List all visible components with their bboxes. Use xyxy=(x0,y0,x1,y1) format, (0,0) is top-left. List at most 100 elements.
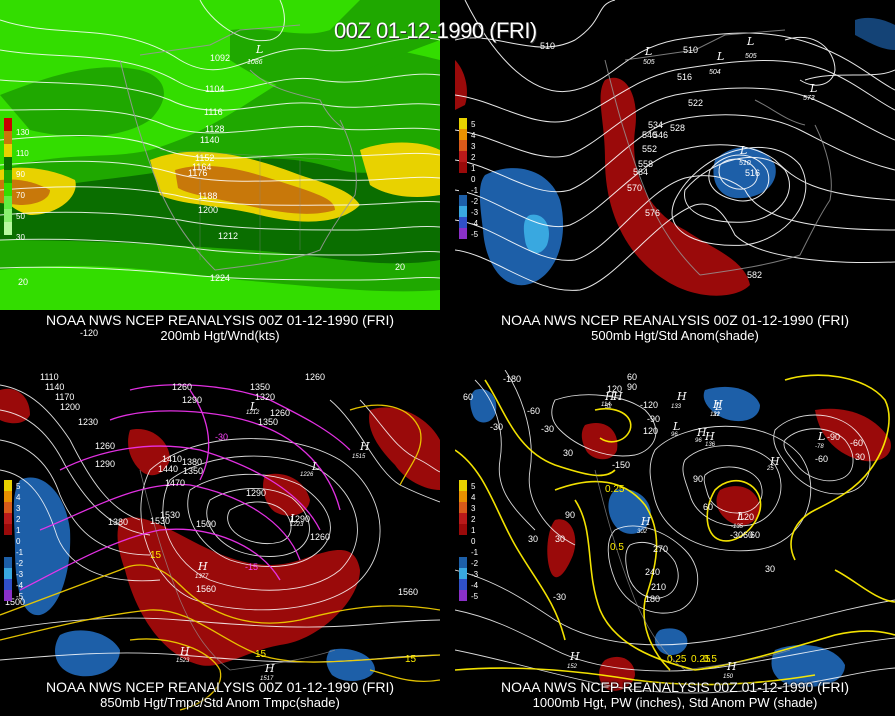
svg-text:120: 120 xyxy=(607,384,622,394)
svg-text:H: H xyxy=(726,660,737,673)
contour-label: 1092 xyxy=(210,53,230,63)
svg-text:L: L xyxy=(311,460,319,473)
panel-caption: NOAA NWS NCEP REANALYSIS 00Z 01-12-1990 … xyxy=(500,679,850,711)
svg-text:60: 60 xyxy=(463,392,473,402)
svg-text:1260: 1260 xyxy=(95,441,115,451)
svg-text:1560: 1560 xyxy=(398,587,418,597)
svg-text:1410: 1410 xyxy=(162,454,182,464)
svg-text:H: H xyxy=(769,455,780,468)
svg-text:270: 270 xyxy=(653,544,668,554)
svg-text:-60: -60 xyxy=(815,454,828,464)
contour-label: 510 xyxy=(683,45,698,55)
svg-text:1560: 1560 xyxy=(196,584,216,594)
lon-label: -120 xyxy=(80,328,98,338)
svg-text:1260: 1260 xyxy=(310,532,330,542)
svg-text:-120: -120 xyxy=(640,400,658,410)
panel-500mb: 510 510 516 522 528 534 540 546 552 558 … xyxy=(455,0,895,345)
svg-text:90: 90 xyxy=(565,510,575,520)
contour-label: 1104 xyxy=(205,84,224,94)
svg-text:1470: 1470 xyxy=(165,478,185,488)
svg-text:1440: 1440 xyxy=(158,464,178,474)
svg-text:H: H xyxy=(179,645,190,658)
page-title: 00Z 01-12-1990 (FRI) xyxy=(334,18,537,43)
svg-text:60: 60 xyxy=(703,502,713,512)
svg-text:H: H xyxy=(569,650,580,663)
svg-text:1320: 1320 xyxy=(255,392,275,402)
svg-text:0.25: 0.25 xyxy=(691,654,711,665)
svg-text:505: 505 xyxy=(643,59,655,66)
svg-text:90: 90 xyxy=(627,382,637,392)
svg-text:L: L xyxy=(289,512,297,525)
svg-text:573: 573 xyxy=(803,95,815,102)
low-marker: L xyxy=(739,144,747,157)
svg-text:H: H xyxy=(197,560,208,573)
svg-text:H: H xyxy=(359,440,370,453)
contour-label: 1140 xyxy=(200,135,219,145)
lat-label: 20 xyxy=(395,262,405,272)
svg-text:-60: -60 xyxy=(527,406,540,416)
svg-text:1110: 1110 xyxy=(40,372,59,382)
svg-text:L: L xyxy=(249,400,257,413)
map-200mb: 1092 1104 1116 1128 1140 1152 1164 1176 … xyxy=(0,0,440,345)
svg-text:-15: -15 xyxy=(245,562,258,572)
svg-text:1260: 1260 xyxy=(172,382,192,392)
svg-text:60: 60 xyxy=(627,372,637,382)
svg-text:210: 210 xyxy=(651,582,666,592)
svg-text:1223: 1223 xyxy=(290,522,304,528)
svg-text:H: H xyxy=(640,515,651,528)
contour-label: 1152 xyxy=(195,153,214,163)
svg-text:1380: 1380 xyxy=(182,457,202,467)
svg-text:1523: 1523 xyxy=(176,658,190,664)
contour-label: 516 xyxy=(745,168,760,178)
svg-text:-150: -150 xyxy=(612,460,630,470)
contour-label: 1200 xyxy=(198,205,218,215)
svg-text:150: 150 xyxy=(723,674,734,680)
map-850mb: 1110 1140 1170 1200 1230 1260 1290 1260 … xyxy=(0,370,440,716)
lat-label: 20 xyxy=(18,277,28,287)
svg-text:25: 25 xyxy=(766,466,774,472)
svg-text:H: H xyxy=(712,398,723,411)
low-marker: L xyxy=(716,50,724,63)
svg-text:1530: 1530 xyxy=(160,510,180,520)
contour-label: 1212 xyxy=(218,231,238,241)
contour-label: 1188 xyxy=(198,191,217,201)
svg-text:1290: 1290 xyxy=(246,488,266,498)
svg-text:H: H xyxy=(696,426,707,439)
svg-text:-180: -180 xyxy=(503,374,521,384)
svg-text:240: 240 xyxy=(645,567,660,577)
svg-text:1350: 1350 xyxy=(250,382,270,392)
contour-label: 510 xyxy=(540,41,555,51)
low-marker: L xyxy=(809,82,817,95)
svg-text:152: 152 xyxy=(567,664,578,670)
contour-label: 522 xyxy=(688,98,703,108)
svg-text:-30: -30 xyxy=(541,424,554,434)
svg-text:-135: -135 xyxy=(731,524,744,530)
svg-text:1377: 1377 xyxy=(195,574,209,580)
svg-text:0.5: 0.5 xyxy=(703,654,717,665)
contour-label: 1224 xyxy=(210,273,230,283)
svg-text:133: 133 xyxy=(671,404,682,410)
svg-text:L: L xyxy=(736,510,744,523)
contour-label: 558 xyxy=(638,159,653,169)
svg-text:180: 180 xyxy=(645,594,660,604)
panel-caption: NOAA NWS NCEP REANALYSIS 00Z 01-12-1990 … xyxy=(45,312,395,344)
panel-850mb: 1110 1140 1170 1200 1230 1260 1290 1260 … xyxy=(0,370,440,716)
svg-text:0.25: 0.25 xyxy=(667,654,687,665)
svg-text:L: L xyxy=(672,420,680,433)
svg-text:-78: -78 xyxy=(815,444,824,450)
svg-text:114: 114 xyxy=(601,402,611,408)
panel-caption: NOAA NWS NCEP REANALYSIS 00Z 01-12-1990 … xyxy=(500,312,850,344)
svg-text:H: H xyxy=(704,430,715,443)
contour-label: 1116 xyxy=(204,107,223,117)
low-marker: L xyxy=(644,45,652,58)
svg-text:15: 15 xyxy=(150,550,162,561)
svg-text:1290: 1290 xyxy=(182,395,202,405)
svg-text:505: 505 xyxy=(745,53,757,60)
svg-text:1290: 1290 xyxy=(290,514,310,524)
contour-labels-500mb: 510 510 516 522 528 534 540 546 552 558 … xyxy=(540,35,817,280)
low-marker: L xyxy=(255,43,263,56)
svg-text:1515: 1515 xyxy=(352,454,366,460)
svg-text:1170: 1170 xyxy=(55,392,74,402)
svg-text:-60: -60 xyxy=(850,438,863,448)
colorbar-1000mb: 5 4 3 2 1 0 -1 -2 -3 -4 -5 xyxy=(459,480,478,601)
